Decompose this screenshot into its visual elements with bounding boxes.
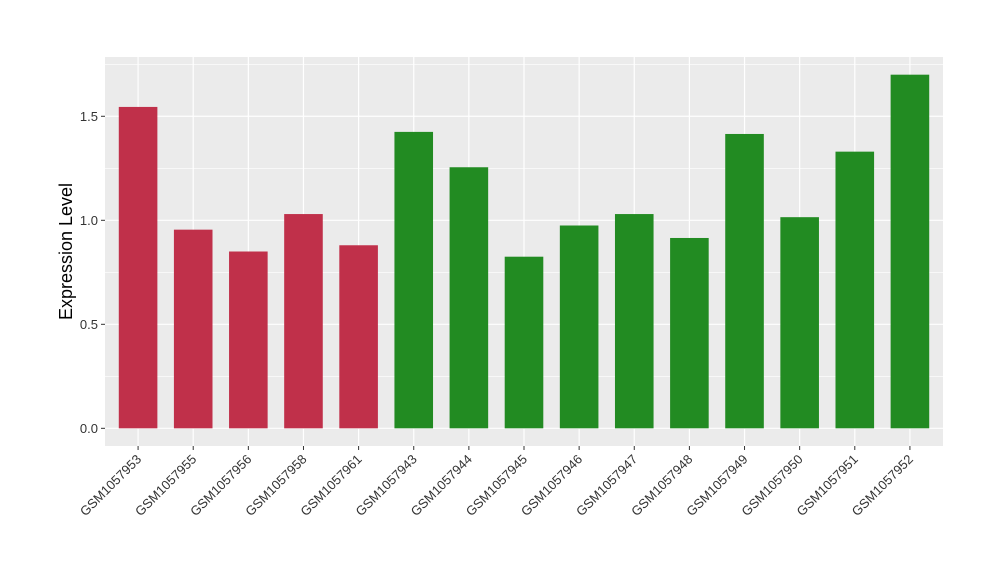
bar: [890, 74, 930, 429]
bar: [173, 229, 213, 429]
x-axis: GSM1057953GSM1057955GSM1057956GSM1057958…: [77, 446, 916, 519]
bar: [284, 214, 323, 429]
bar: [835, 151, 875, 429]
bar: [670, 237, 709, 429]
bar: [118, 106, 158, 429]
y-axis: 0.0 0.5 1.0 1.5: [80, 109, 105, 436]
y-tick-label: 0.0: [80, 421, 98, 436]
bar: [614, 214, 654, 429]
y-tick-label: 0.5: [80, 317, 98, 332]
bar: [725, 133, 764, 429]
bar: [504, 256, 544, 429]
y-tick-label: 1.5: [80, 109, 98, 124]
bars: [118, 74, 930, 429]
bar: [229, 251, 268, 429]
y-tick-label: 1.0: [80, 213, 98, 228]
bar: [339, 245, 378, 429]
y-axis-title: Expression Level: [56, 183, 76, 320]
bar: [394, 131, 434, 429]
bar: [780, 217, 819, 429]
bar: [449, 167, 489, 429]
bar: [559, 225, 599, 429]
